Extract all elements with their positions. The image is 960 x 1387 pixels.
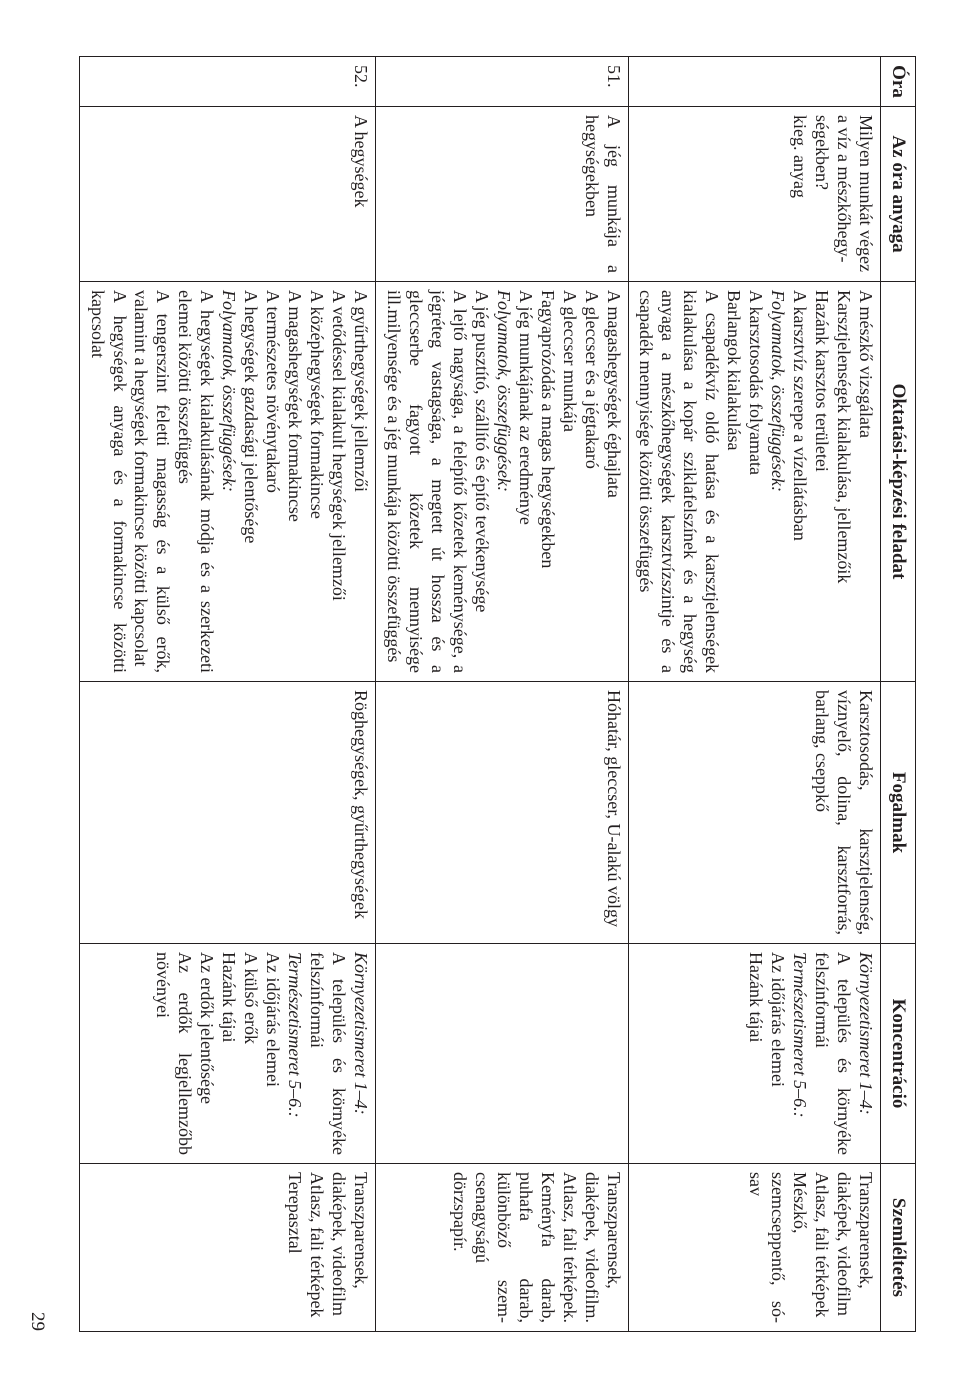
curriculum-table: Óra Az óra anyaga Oktatási-képzési felad… bbox=[79, 56, 916, 1332]
konc-subhead: Természetismeret 5–6.: bbox=[283, 952, 305, 1155]
feladat-subhead: Folyamatok, összefüggések: bbox=[766, 290, 788, 673]
konc-line: Hazánk tájai bbox=[744, 952, 766, 1155]
szem-line: Transzparensek, diaképek, videofilm. Atl… bbox=[448, 1172, 624, 1323]
feladat-line: A hegységek kialakulásának módja és a sz… bbox=[173, 290, 217, 673]
page: Óra Az óra anyaga Oktatási-képzési felad… bbox=[0, 0, 960, 1387]
cell-szemleltetes: Transzparensek, diaképek, videofilm Atla… bbox=[628, 1164, 880, 1332]
feladat-line: A gleccser munkája bbox=[558, 290, 580, 673]
cell-fogalmak: Karsztosodás, karsztjelenség, víznyelő, … bbox=[628, 682, 880, 944]
konc-subhead: Környezetismeret 1–4: bbox=[854, 952, 876, 1155]
konc-line: A külső erők bbox=[239, 952, 261, 1155]
page-number: 29 bbox=[26, 1312, 48, 1331]
konc-subhead: Környezetismeret 1–4: bbox=[349, 952, 371, 1155]
feladat-line: A csapadékvíz oldó hatása és a karsztjel… bbox=[635, 290, 723, 673]
feladat-line: A magashegységek formakincse bbox=[283, 290, 305, 673]
feladat-line: A vetődéssel kialakult hegységek jellemz… bbox=[327, 290, 349, 673]
konc-line: A település és környéke felszín­formái bbox=[305, 952, 349, 1155]
konc-subhead: Természetismeret 5–6.: bbox=[788, 952, 810, 1155]
cell-feladat: A magashegységek éghajlata A gleccser és… bbox=[376, 282, 628, 682]
konc-line: Az időjárás elemei bbox=[261, 952, 283, 1155]
feladat-line: A hegységek anyaga és a formakincse közö… bbox=[86, 290, 130, 673]
feladat-line: A magashegységek éghajlata bbox=[602, 290, 624, 673]
cell-ora: 52. bbox=[79, 57, 375, 107]
table-row: Milyen munkát végez a víz a mészkőhegy­s… bbox=[628, 57, 880, 1332]
konc-line: Az időjárás elemei bbox=[766, 952, 788, 1155]
anyag-line: A hegységek bbox=[349, 115, 371, 273]
anyag-line: A jég munkája a hegységek­ben bbox=[580, 115, 624, 273]
szem-line: Atlasz, fali térképek bbox=[305, 1172, 327, 1323]
feladat-line: A természetes növénytakaró bbox=[261, 290, 283, 673]
anyag-line: Milyen munkát végez a víz a mészkőhegy­s… bbox=[810, 115, 876, 273]
feladat-line: A jég munkájának az eredménye bbox=[514, 290, 536, 673]
konc-line: Az erdők legjellemzőbb növé­nyei bbox=[152, 952, 196, 1155]
cell-anyag: A jég munkája a hegységek­ben bbox=[376, 107, 628, 282]
cell-szemleltetes: Transzparensek, diaképek, videofilm. Atl… bbox=[376, 1164, 628, 1332]
feladat-line: A mészkő vizsgálata bbox=[854, 290, 876, 673]
feladat-line: A gleccser és a jégtakaró bbox=[580, 290, 602, 673]
col-header-koncentracio: Koncentráció bbox=[881, 944, 916, 1164]
cell-fogalmak: Röghegységek, gyűrthegységek bbox=[79, 682, 375, 944]
szem-line: Transzparensek, diaképek, videofilm bbox=[832, 1172, 876, 1323]
szem-line: Transzparensek, diaképek, videofilm bbox=[327, 1172, 371, 1323]
anyag-line: kieg. anyag bbox=[788, 115, 810, 273]
szem-line: Mészkő, szemcseppentő, só­sav bbox=[744, 1172, 810, 1323]
feladat-line: A hegységek gazdasági jelentősége bbox=[239, 290, 261, 673]
feladat-subhead: Folyamatok, összefüggések: bbox=[492, 290, 514, 673]
col-header-feladat: Oktatási-képzési feladat bbox=[881, 282, 916, 682]
feladat-line: A jég pusztító, szállító és építő tevéke… bbox=[470, 290, 492, 673]
cell-koncentracio: Környezetismeret 1–4: A település és kör… bbox=[628, 944, 880, 1164]
feladat-line: A tengerszint feletti magasság és a küls… bbox=[130, 290, 174, 673]
szem-line: Terepasztal bbox=[283, 1172, 305, 1323]
konc-line: Az erdők jelentősége bbox=[195, 952, 217, 1155]
cell-koncentracio bbox=[376, 944, 628, 1164]
feladat-subhead: Folyamatok, összefüggések: bbox=[217, 290, 239, 673]
feladat-line: A középhegységek formakincse bbox=[305, 290, 327, 673]
table-header-row: Óra Az óra anyaga Oktatási-képzési felad… bbox=[881, 57, 916, 1332]
feladat-line: Karsztjelenségek kialakulása, jellemzőik bbox=[832, 290, 854, 673]
cell-anyag: A hegységek bbox=[79, 107, 375, 282]
cell-ora: 51. bbox=[376, 57, 628, 107]
col-header-szemleltetes: Szemléltetés bbox=[881, 1164, 916, 1332]
feladat-line: A karsztosodás folyamata bbox=[744, 290, 766, 673]
cell-ora bbox=[628, 57, 880, 107]
col-header-fogalmak: Fogalmak bbox=[881, 682, 916, 944]
cell-feladat: A mészkő vizsgálata Karsztjelenségek kia… bbox=[628, 282, 880, 682]
col-header-anyag: Az óra anyaga bbox=[881, 107, 916, 282]
cell-koncentracio: Környezetismeret 1–4: A település és kör… bbox=[79, 944, 375, 1164]
feladat-line: Barlangok kialakulása bbox=[722, 290, 744, 673]
konc-line: Hazánk tájai bbox=[217, 952, 239, 1155]
table-row: 52. A hegységek A gyűrthegységek jellemz… bbox=[79, 57, 375, 1332]
col-header-ora: Óra bbox=[881, 57, 916, 107]
feladat-line: Hazánk karsztos területei bbox=[810, 290, 832, 673]
cell-fogalmak: Hóhatár, gleccser, U-alakú völgy bbox=[376, 682, 628, 944]
table-row: 51. A jég munkája a hegységek­ben A maga… bbox=[376, 57, 628, 1332]
feladat-line: A lejtő nagysága, a felépítő kőzetek ke­… bbox=[382, 290, 470, 673]
feladat-line: Fagyaprózódás a magas hegységekben bbox=[536, 290, 558, 673]
cell-feladat: A gyűrthegységek jellemzői A vetődéssel … bbox=[79, 282, 375, 682]
szem-line: Atlasz, fali térképek bbox=[810, 1172, 832, 1323]
cell-anyag: Milyen munkát végez a víz a mészkőhegy­s… bbox=[628, 107, 880, 282]
feladat-line: A karsztvíz szerepe a vízellátásban bbox=[788, 290, 810, 673]
feladat-line: A gyűrthegységek jellemzői bbox=[349, 290, 371, 673]
cell-szemleltetes: Transzparensek, diaképek, videofilm Atla… bbox=[79, 1164, 375, 1332]
konc-line: A település és környéke felszín­formái bbox=[810, 952, 854, 1155]
